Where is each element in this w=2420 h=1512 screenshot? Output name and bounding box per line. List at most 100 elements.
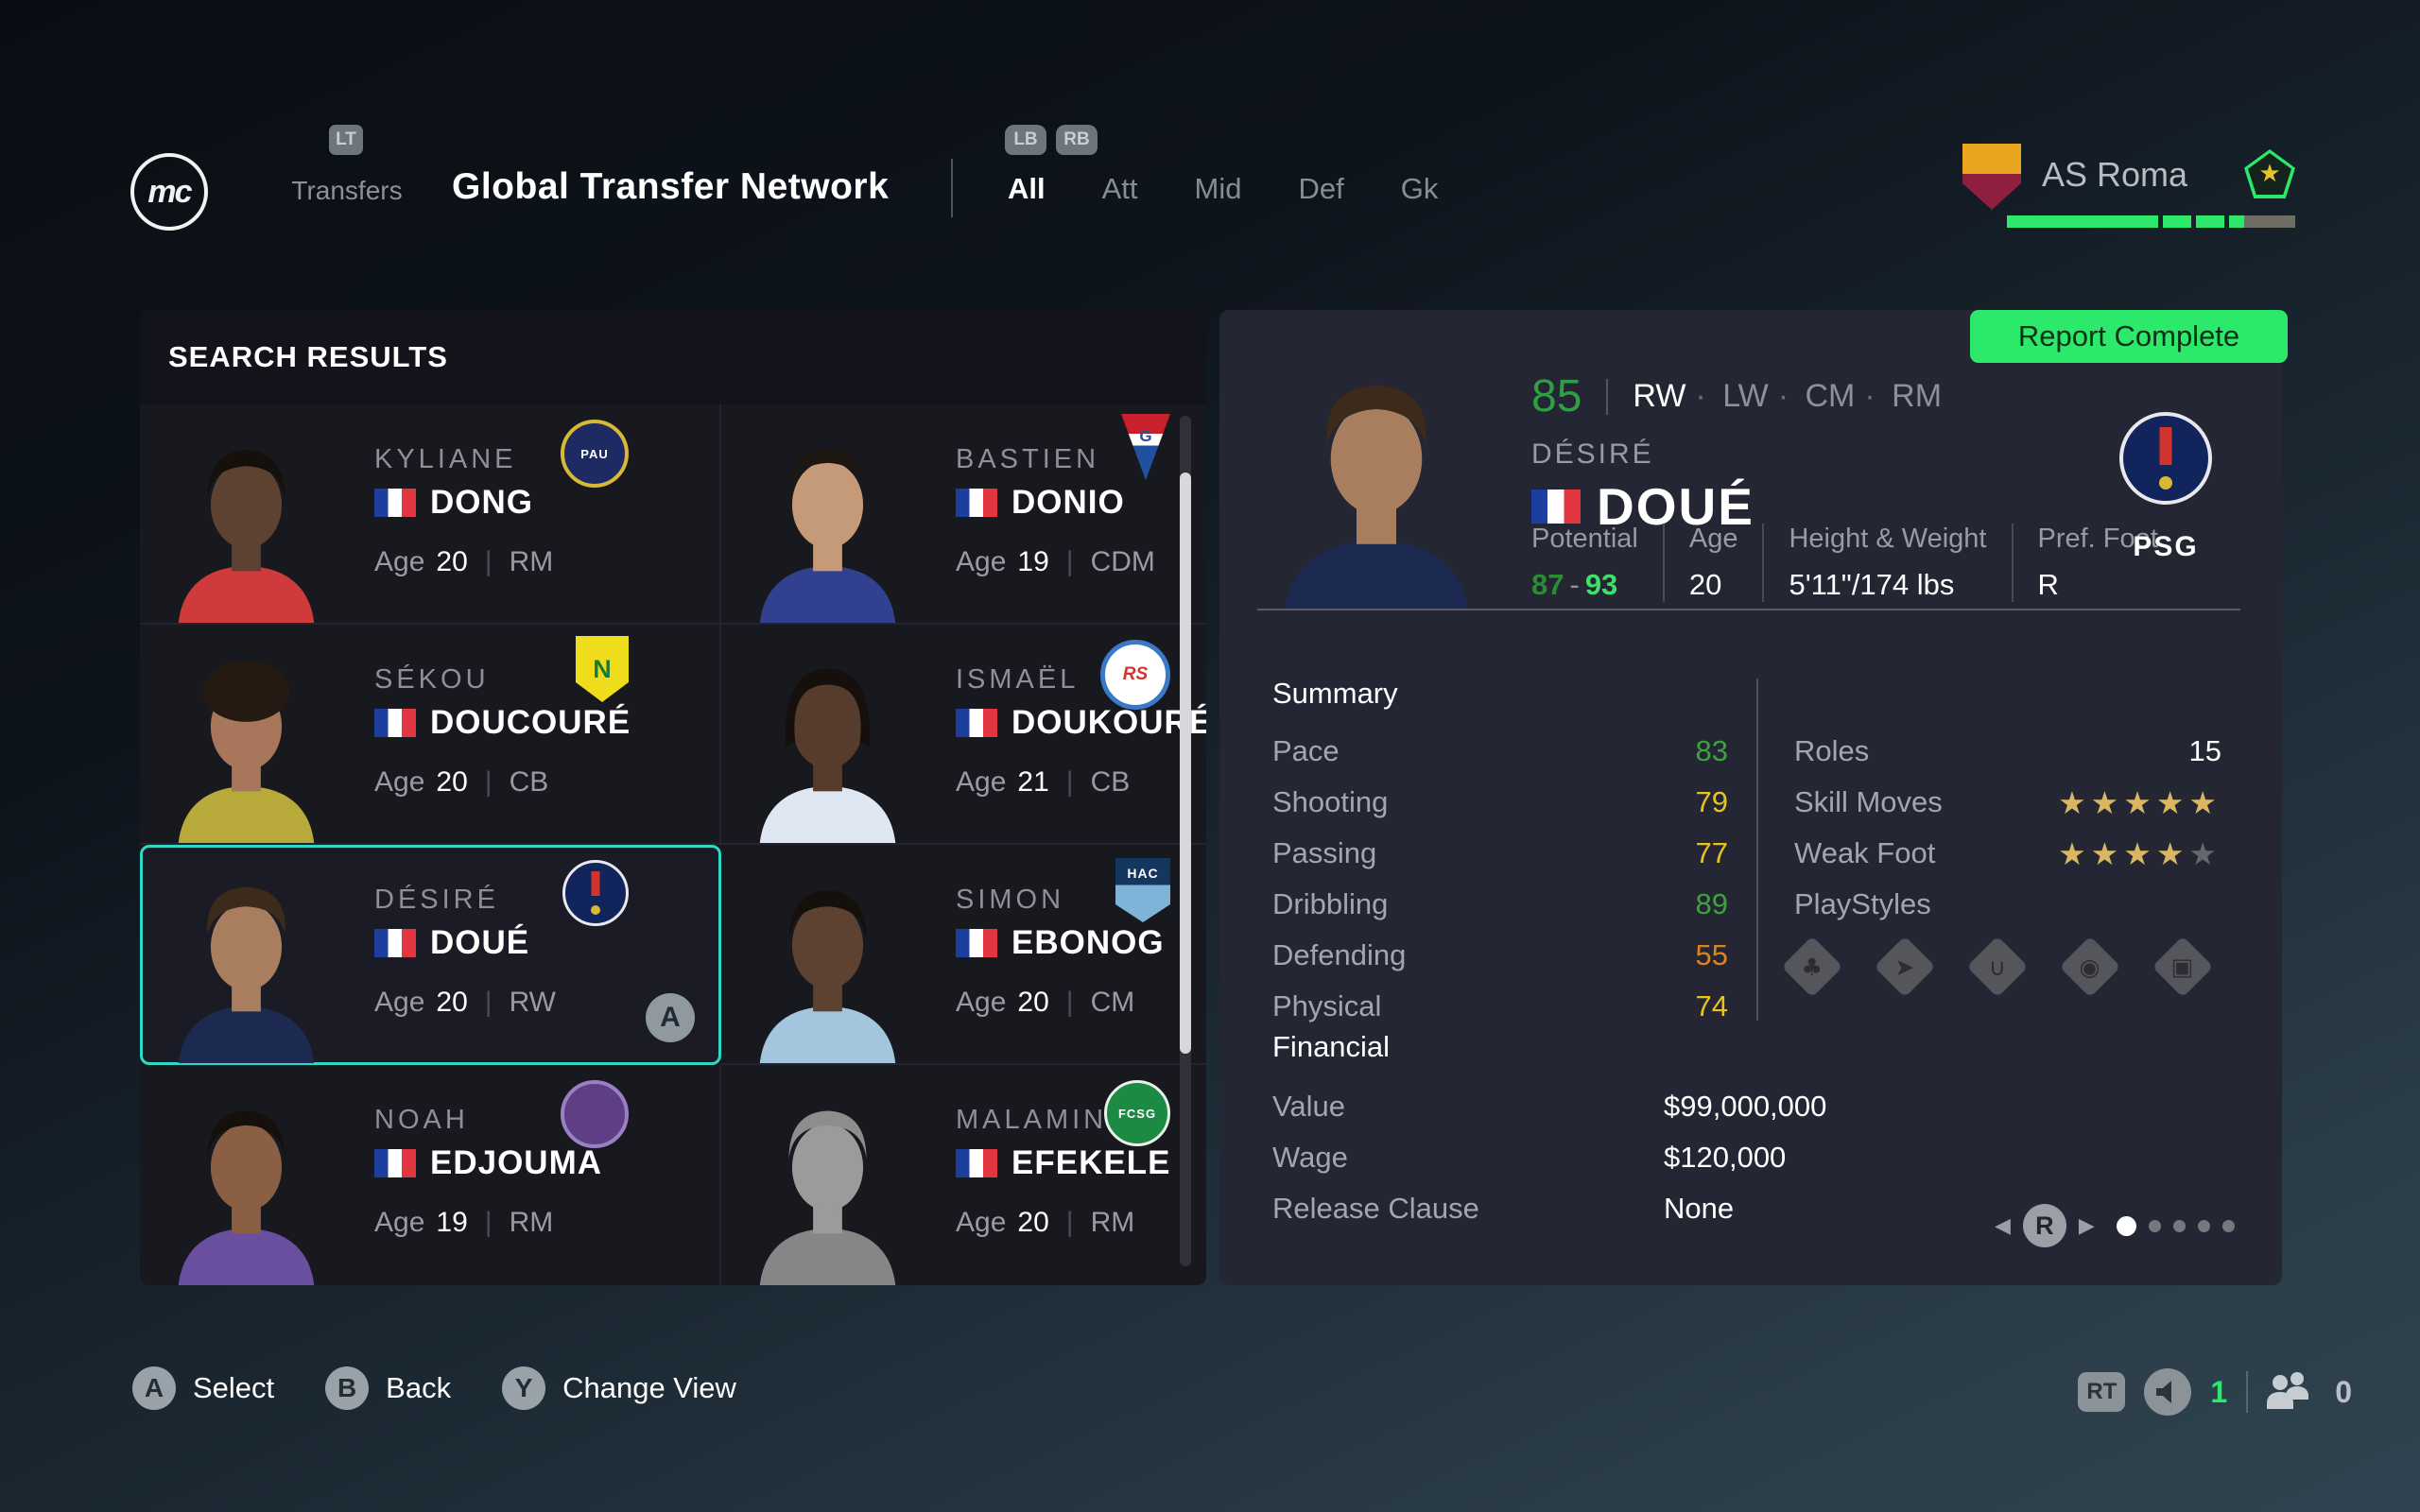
player-card-doukoure[interactable]: ISMAËL DOUKOURÉ Age 21 | CB RS xyxy=(721,625,1206,845)
player-card-doucoure[interactable]: SÉKOU DOUCOURÉ Age 20 | CB N xyxy=(140,625,721,845)
pager-dot[interactable] xyxy=(2221,1219,2235,1232)
summary-stats: Pace 83 Shooting 79 Passing 77 Dribbling 89 … xyxy=(1272,726,1728,1032)
transfers-breadcrumb[interactable]: Transfers xyxy=(291,176,403,205)
club-badge-pau-fc-icon: PAU xyxy=(561,420,629,488)
pager-dot[interactable] xyxy=(2172,1219,2186,1232)
france-flag-icon xyxy=(374,489,416,517)
lb-button-icon: LB xyxy=(1005,125,1046,155)
stat-value: 74 xyxy=(1695,989,1728,1022)
player-photo xyxy=(149,429,343,623)
season-progress-bar xyxy=(2007,215,2295,228)
player-first-name: ISMAËL xyxy=(956,664,1080,695)
online-count: 0 xyxy=(2335,1374,2352,1409)
pager-dot[interactable] xyxy=(2197,1219,2210,1232)
pager-right-arrow-icon[interactable]: ▶ xyxy=(2078,1213,2095,1238)
detail-pager: ◀ R ▶ xyxy=(1995,1204,2235,1247)
player-card-dong[interactable]: KYLIANE DONG Age 20 | RM PAU xyxy=(140,404,721,625)
tab-def[interactable]: Def xyxy=(1298,172,1344,205)
detail-header-divider xyxy=(1257,609,2240,610)
player-last-name: EDJOUMA xyxy=(430,1144,603,1181)
age-label: Age xyxy=(374,546,425,577)
player-last-name: DONG xyxy=(430,484,533,521)
footer-divider xyxy=(2246,1371,2249,1413)
france-flag-icon xyxy=(956,489,997,517)
skill-moves-row: Skill Moves ★★★★★ xyxy=(1794,783,2221,821)
player-photo xyxy=(731,649,925,843)
france-flag-icon xyxy=(956,709,997,737)
pref-foot-value: R xyxy=(2037,568,2059,601)
player-last-name: DOUÉ xyxy=(430,924,530,961)
age-value: 19 xyxy=(436,1207,468,1238)
weak-foot-star-empty: ★ xyxy=(2188,834,2221,872)
pager-left-arrow-icon[interactable]: ◀ xyxy=(1995,1213,2011,1238)
france-flag-icon xyxy=(956,929,997,957)
stat-row: Pace 83 xyxy=(1272,734,1728,767)
player-first-name: BASTIEN xyxy=(956,444,1100,474)
as-roma-crest-icon xyxy=(1962,144,2021,210)
stat-value: 77 xyxy=(1695,836,1728,869)
player-first-name: KYLIANE xyxy=(374,444,517,474)
rb-button-icon: RB xyxy=(1056,125,1098,155)
rating-divider xyxy=(1606,378,1609,415)
weak-foot-stars-filled: ★★★★ xyxy=(2058,834,2189,872)
player-last-name: DONIO xyxy=(1011,484,1125,521)
height-weight-value: 5'11"/174 lbs xyxy=(1789,568,1955,601)
age-label: Age xyxy=(956,766,1007,798)
technical-icon: ◉ xyxy=(2059,936,2121,998)
select-hint: A Select xyxy=(132,1366,274,1410)
value-amount: $99,000,000 xyxy=(1664,1090,1827,1123)
rt-button-icon: RT xyxy=(2078,1372,2126,1412)
stats-divider xyxy=(1756,679,1758,1021)
manager-club-widget: AS Roma ★ xyxy=(1962,142,2295,236)
player-first-name: SIMON xyxy=(956,885,1065,915)
france-flag-icon xyxy=(374,929,416,957)
tab-gk[interactable]: Gk xyxy=(1400,172,1439,205)
tab-mid[interactable]: Mid xyxy=(1194,172,1242,205)
lt-button-icon: LT xyxy=(329,125,363,155)
pager-dot-active[interactable] xyxy=(2116,1215,2136,1236)
stat-row: Shooting 79 xyxy=(1272,785,1728,818)
stat-row: Defending 55 xyxy=(1272,938,1728,971)
skill-moves-stars: ★★★★★ xyxy=(2058,783,2221,821)
position: RM xyxy=(509,1207,554,1238)
scrollbar-thumb[interactable] xyxy=(1180,472,1191,1054)
value-row: Value $99,000,000 xyxy=(1272,1081,2221,1132)
roles-row: Roles 15 xyxy=(1794,734,2221,767)
overall-rating: 85 xyxy=(1531,371,1582,421)
tab-all[interactable]: All xyxy=(1008,172,1046,205)
player-card-efekele[interactable]: MALAMINE EFEKELE Age 20 | RM FCSG xyxy=(721,1065,1206,1285)
player-photo xyxy=(149,649,343,843)
player-last-name: EBONOG xyxy=(1011,924,1165,961)
notification-count: 1 xyxy=(2210,1374,2228,1409)
age-label: Age xyxy=(374,1207,425,1238)
player-grid: KYLIANE DONG Age 20 | RM PAU BASTIEN DONIO … xyxy=(140,404,1206,1285)
report-complete-button[interactable]: Report Complete xyxy=(1970,310,2288,363)
pager-dot[interactable] xyxy=(2148,1219,2161,1232)
france-flag-icon xyxy=(1531,490,1581,524)
stat-value: 79 xyxy=(1695,785,1728,818)
player-card-donio[interactable]: BASTIEN DONIO Age 19 | CDM G xyxy=(721,404,1206,625)
age-label: Age xyxy=(956,1207,1007,1238)
wage-row: Wage $120,000 xyxy=(1272,1132,2221,1183)
potential-high: 93 xyxy=(1584,568,1618,601)
age-value: 19 xyxy=(1017,546,1049,577)
club-name: AS Roma xyxy=(2042,155,2188,194)
player-card-doue-selected[interactable]: DÉSIRÉ DOUÉ Age 20 | RW A xyxy=(140,845,721,1065)
playstyle-icons: ♣ ➤ ∪ ◉ ▣ xyxy=(1781,936,2214,998)
position-list: RWLWCMRM xyxy=(1633,378,1942,415)
player-card-ebonog[interactable]: SIMON EBONOG Age 20 | CM HAC xyxy=(721,845,1206,1065)
tab-att[interactable]: Att xyxy=(1101,172,1138,205)
detail-player-photo xyxy=(1257,369,1495,609)
back-hint: B Back xyxy=(325,1366,451,1410)
age-value: 20 xyxy=(436,987,468,1018)
change-view-hint: Y Change View xyxy=(502,1366,736,1410)
player-detail-panel: Report Complete 85 RWLWCMRM DÉSIRÉ DOUÉ … xyxy=(1219,310,2288,1285)
club-badge-st-gallen-icon: FCSG xyxy=(1104,1080,1170,1146)
position: CM xyxy=(1090,987,1135,1018)
age-label: Age xyxy=(956,987,1007,1018)
speaker-icon xyxy=(2144,1368,2192,1416)
detail-first-name: DÉSIRÉ xyxy=(1531,438,1654,470)
detail-last-name: DOUÉ xyxy=(1597,477,1754,536)
player-card-edjouma[interactable]: NOAH EDJOUMA Age 19 | RM xyxy=(140,1065,721,1285)
age-value: 21 xyxy=(1017,766,1049,798)
